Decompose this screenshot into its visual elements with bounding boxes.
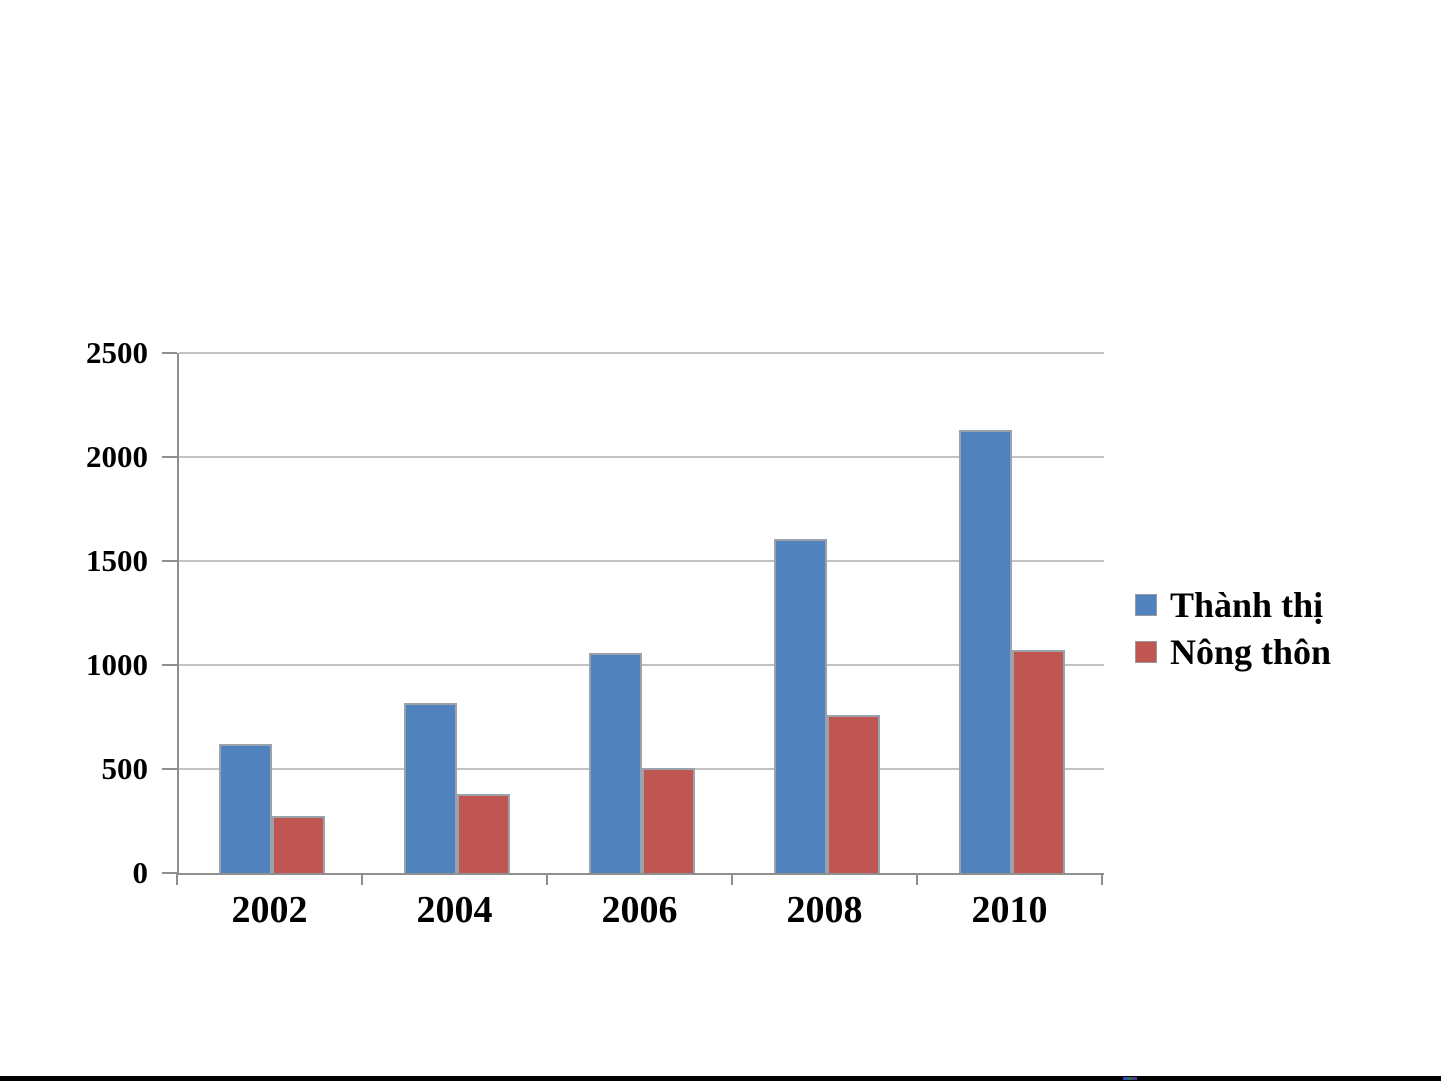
bar-nong-thon-2002 [271,815,325,873]
y-tick-label-1500: 1500 [86,543,148,578]
y-tick-label-1000: 1000 [86,647,148,682]
y-tick-label-0: 0 [132,855,149,890]
x-category-label-2008: 2008 [786,889,863,931]
y-tick-0 [162,872,177,874]
bar-thanh-thi-2010 [958,429,1012,873]
bar-thanh-thi-2004 [403,703,457,873]
gridline-1000 [179,664,1104,666]
y-tick-500 [162,768,177,770]
bar-nong-thon-2008 [826,714,880,873]
x-tick-3 [731,873,733,885]
bar-nong-thon-2004 [456,794,510,873]
legend-swatch-nong-thon [1135,641,1157,663]
legend-item-thanh-thi: Thành thị [1135,586,1331,624]
chart-legend: Thành thị Nông thôn [1135,586,1331,671]
y-tick-2000 [162,456,177,458]
x-category-label-2010: 2010 [971,889,1048,931]
x-category-label-2004: 2004 [416,889,493,931]
x-tick-1 [361,873,363,885]
bottom-speck [1123,1077,1137,1080]
legend-label-thanh-thi: Thành thị [1170,585,1324,625]
y-tick-label-500: 500 [101,751,149,786]
bar-thanh-thi-2008 [773,539,827,873]
bottom-rule [0,1076,1441,1081]
y-tick-label-2500: 2500 [86,335,148,370]
chart-plot-area [177,352,1104,875]
x-category-label-2002: 2002 [231,889,308,931]
x-tick-2 [546,873,548,885]
y-tick-label-2000: 2000 [86,439,148,474]
legend-item-nong-thon: Nông thôn [1135,633,1331,671]
legend-label-nong-thon: Nông thôn [1170,632,1332,672]
gridline-2000 [179,456,1104,458]
bar-thanh-thi-2002 [218,743,272,873]
x-category-label-2006: 2006 [601,889,678,931]
y-tick-1000 [162,664,177,666]
bar-thanh-thi-2006 [588,652,642,873]
x-tick-4 [916,873,918,885]
y-tick-2500 [162,352,177,354]
x-tick-5 [1101,873,1103,885]
y-tick-1500 [162,560,177,562]
bar-nong-thon-2006 [641,767,695,873]
gridline-1500 [179,560,1104,562]
x-tick-0 [176,873,178,885]
bar-nong-thon-2010 [1011,650,1065,873]
legend-swatch-thanh-thi [1135,594,1157,616]
gridline-2500 [179,352,1104,354]
